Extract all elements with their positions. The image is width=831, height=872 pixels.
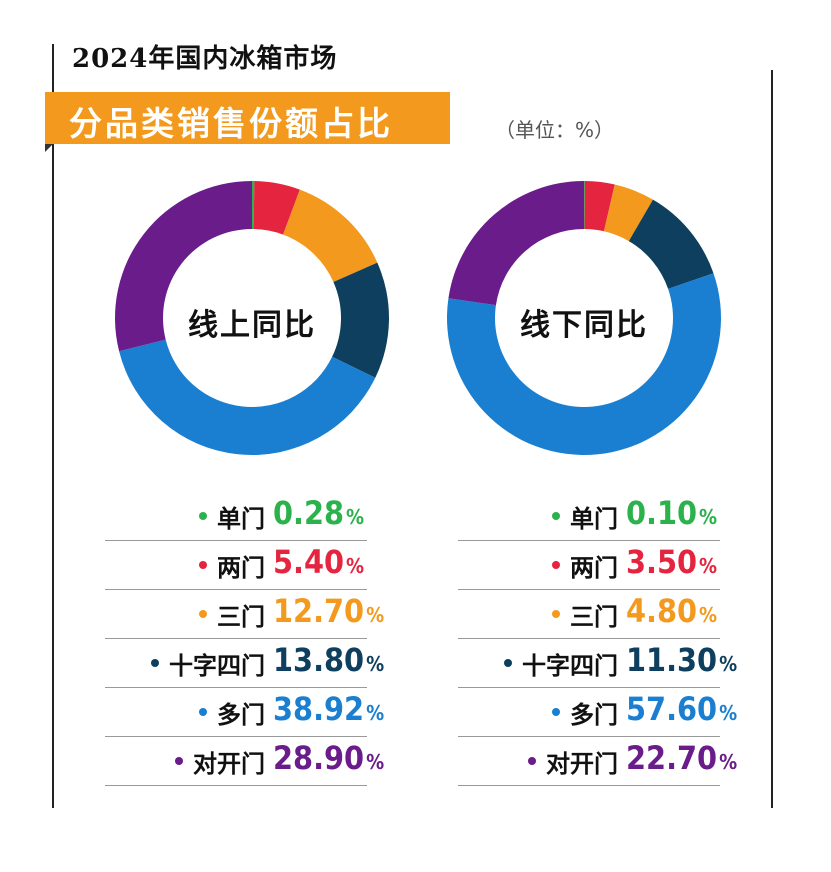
right-border-line bbox=[771, 70, 773, 808]
offline-legend-dot bbox=[552, 512, 560, 520]
offline-donut-center-label: 线下同比 bbox=[520, 308, 648, 343]
online-legend-category: 单门 bbox=[217, 505, 265, 533]
offline-legend: 单门 0.10% 两门 3.50% 三门 4.80% 十字四门 11.30% 多门 57.60% 对… bbox=[458, 492, 737, 786]
offline-legend-row: 对开门 22.70% bbox=[458, 737, 737, 786]
online-legend-category: 三门 bbox=[217, 603, 265, 631]
offline-donut-chart bbox=[447, 181, 721, 456]
offline-slice-6 bbox=[448, 181, 584, 306]
online-legend-row: 单门 0.28% bbox=[105, 492, 367, 541]
chart-heading: 2024年国内冰箱市场 bbox=[72, 44, 338, 74]
online-slice-4 bbox=[332, 262, 389, 378]
online-donut-center-label: 线上同比 bbox=[188, 308, 316, 343]
online-value-number: 13.80 bbox=[273, 641, 365, 679]
online-legend-value: 38.92% bbox=[273, 690, 384, 728]
offline-percent-sign: % bbox=[719, 750, 738, 774]
online-legend-value: 5.40% bbox=[273, 543, 364, 581]
online-percent-sign: % bbox=[346, 505, 365, 529]
banner-corner-fold bbox=[45, 144, 53, 152]
online-legend-category: 十字四门 bbox=[169, 652, 265, 680]
offline-slice-4 bbox=[628, 199, 714, 289]
online-legend-value: 0.28% bbox=[273, 494, 364, 532]
offline-legend-row: 两门 3.50% bbox=[458, 541, 720, 590]
online-legend-value: 13.80% bbox=[273, 641, 384, 679]
offline-slice-1 bbox=[584, 181, 585, 230]
online-legend-row: 三门 12.70% bbox=[105, 590, 384, 639]
offline-value-number: 3.50 bbox=[626, 543, 698, 581]
online-value-number: 38.92 bbox=[273, 690, 365, 728]
offline-legend-value: 11.30% bbox=[626, 641, 737, 679]
offline-legend-row: 单门 0.10% bbox=[458, 492, 720, 541]
offline-legend-row: 十字四门 11.30% bbox=[458, 639, 737, 688]
unit-label: （单位：%） bbox=[495, 118, 615, 142]
online-legend-category: 两门 bbox=[217, 554, 265, 582]
online-legend-dot bbox=[199, 708, 207, 716]
offline-legend-row: 三门 4.80% bbox=[458, 590, 720, 639]
offline-slice-2 bbox=[584, 181, 615, 232]
offline-legend-dot bbox=[528, 757, 536, 765]
offline-legend-dot bbox=[552, 610, 560, 618]
online-percent-sign: % bbox=[366, 652, 385, 676]
offline-legend-category: 单门 bbox=[570, 505, 618, 533]
online-value-number: 0.28 bbox=[273, 494, 345, 532]
online-value-number: 28.90 bbox=[273, 739, 365, 777]
offline-percent-sign: % bbox=[719, 701, 738, 725]
online-legend-value: 12.70% bbox=[273, 592, 384, 630]
offline-value-number: 57.60 bbox=[626, 690, 718, 728]
offline-legend-value: 4.80% bbox=[626, 592, 717, 630]
offline-legend-row: 多门 57.60% bbox=[458, 688, 737, 737]
offline-legend-category: 多门 bbox=[570, 701, 618, 729]
online-slice-1 bbox=[252, 181, 255, 230]
offline-percent-sign: % bbox=[699, 554, 718, 578]
online-legend: 单门 0.28% 两门 5.40% 三门 12.70% 十字四门 13.80% 多门 38.92%… bbox=[105, 492, 384, 786]
offline-slice-3 bbox=[603, 184, 653, 242]
offline-legend-category: 两门 bbox=[570, 554, 618, 582]
offline-legend-category: 三门 bbox=[570, 603, 618, 631]
offline-legend-dot bbox=[552, 561, 560, 569]
online-legend-dot bbox=[199, 561, 207, 569]
offline-legend-value: 0.10% bbox=[626, 494, 717, 532]
offline-legend-value: 3.50% bbox=[626, 543, 717, 581]
online-percent-sign: % bbox=[346, 554, 365, 578]
online-percent-sign: % bbox=[366, 750, 385, 774]
online-legend-dot bbox=[175, 757, 183, 765]
online-value-number: 12.70 bbox=[273, 592, 365, 630]
title-banner: 分品类销售份额占比 bbox=[45, 92, 450, 144]
online-value-number: 5.40 bbox=[273, 543, 345, 581]
online-legend-row: 十字四门 13.80% bbox=[105, 639, 384, 688]
offline-value-number: 0.10 bbox=[626, 494, 698, 532]
online-legend-dot bbox=[199, 610, 207, 618]
left-border-line bbox=[52, 44, 54, 808]
offline-percent-sign: % bbox=[699, 603, 718, 627]
offline-percent-sign: % bbox=[699, 505, 718, 529]
online-slice-5 bbox=[119, 339, 376, 455]
online-legend-dot bbox=[199, 512, 207, 520]
online-legend-dot bbox=[151, 659, 159, 667]
offline-legend-category: 十字四门 bbox=[522, 652, 618, 680]
online-slice-6 bbox=[115, 181, 252, 352]
online-legend-value: 28.90% bbox=[273, 739, 384, 777]
offline-slice-5 bbox=[447, 273, 721, 456]
offline-percent-sign: % bbox=[719, 652, 738, 676]
offline-value-number: 11.30 bbox=[626, 641, 718, 679]
offline-legend-value: 22.70% bbox=[626, 739, 737, 777]
online-percent-sign: % bbox=[366, 603, 385, 627]
online-legend-category: 多门 bbox=[217, 701, 265, 729]
offline-value-number: 4.80 bbox=[626, 592, 698, 630]
offline-legend-category: 对开门 bbox=[546, 750, 618, 778]
online-legend-row: 对开门 28.90% bbox=[105, 737, 384, 786]
online-donut-chart bbox=[115, 181, 389, 455]
offline-value-number: 22.70 bbox=[626, 739, 718, 777]
online-legend-row: 两门 5.40% bbox=[105, 541, 367, 590]
offline-legend-value: 57.60% bbox=[626, 690, 737, 728]
online-legend-category: 对开门 bbox=[193, 750, 265, 778]
banner-title: 分品类销售份额占比 bbox=[69, 104, 393, 143]
online-slice-3 bbox=[283, 189, 378, 283]
offline-legend-dot bbox=[552, 708, 560, 716]
online-legend-row: 多门 38.92% bbox=[105, 688, 384, 737]
offline-legend-dot bbox=[504, 659, 512, 667]
online-percent-sign: % bbox=[366, 701, 385, 725]
online-slice-2 bbox=[253, 181, 300, 235]
